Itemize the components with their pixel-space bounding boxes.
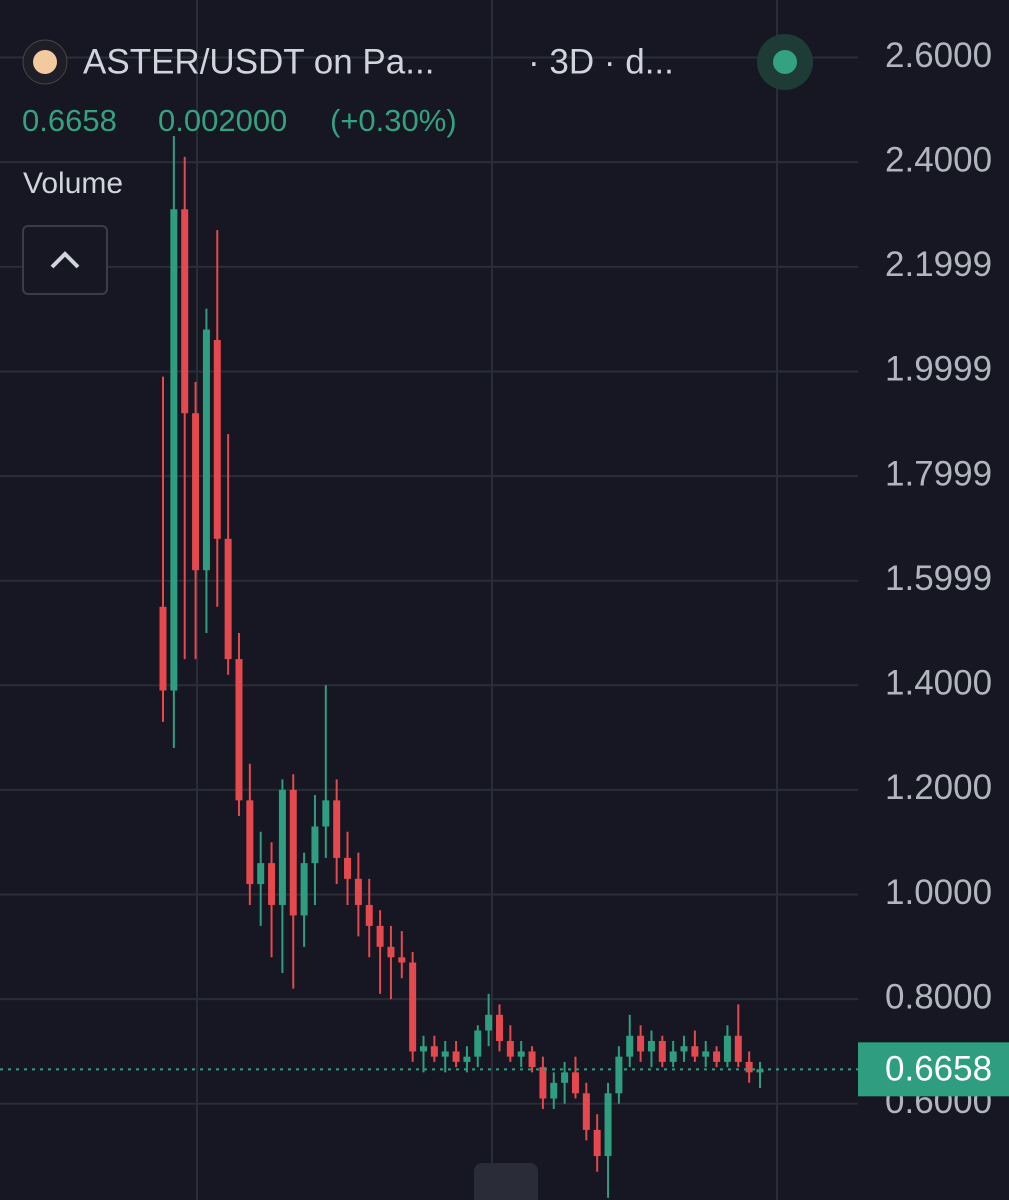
candle-body [702,1051,710,1057]
last-price: 0.6658 [22,103,117,138]
candle-body [474,1030,482,1057]
candle-body [181,209,189,414]
y-tick-label: 1.0000 [885,873,992,912]
candle-body [528,1051,536,1068]
y-tick-label: 1.5999 [885,559,992,598]
candle-body [235,659,243,801]
current-price-box [858,1042,1009,1097]
change: 0.002000 [158,103,287,138]
candle-body [278,789,286,905]
candle-body [637,1035,645,1052]
candle-body [723,1035,731,1062]
candle-body [745,1061,753,1073]
chevron-icon [50,251,80,269]
candle-body [289,789,297,916]
candle-body [734,1035,742,1062]
candle-body [376,925,384,947]
candle-body [593,1129,601,1157]
grid [0,0,858,1200]
y-tick-label: 1.7999 [885,454,992,493]
interval: · 3D · d... [528,42,674,81]
candle-body [669,1051,677,1062]
candle-body [322,800,330,827]
candle-body [311,826,319,864]
candle-body [246,800,254,885]
header: ASTER/USDT on Pa... · 3D · d... 0.6658 0… [22,34,813,1200]
candle-body [365,904,373,926]
collapse-button[interactable] [22,225,108,295]
candle-body [463,1056,471,1062]
candle-body [170,209,178,691]
candle-body [387,946,395,958]
candle-body [420,1046,428,1052]
volume-label: Volume [23,167,123,200]
change-pct: (+0.30%) [330,103,457,138]
candle-body [300,863,308,916]
candle-body [441,1051,449,1057]
candle-body [202,329,210,571]
candle-body [344,857,352,879]
candle-body [647,1040,655,1052]
candle-body [409,962,417,1052]
candle-body [506,1040,514,1057]
candle-body [333,800,341,858]
candle-body [430,1046,438,1057]
candle-body [398,957,406,963]
plot [159,136,764,1198]
candle-body [539,1067,547,1099]
candle-body [224,538,232,660]
y-tick-label: 2.6000 [885,36,992,75]
candle-body [192,413,200,571]
reset-button[interactable] [474,1163,538,1200]
candle-body [561,1072,569,1083]
status-dot [773,50,797,74]
y-tick-label: 1.9999 [885,350,992,389]
candle-body [550,1082,558,1099]
y-tick-label: 2.1999 [885,245,992,284]
candle-body [615,1056,623,1094]
candle-body [159,606,167,691]
candle-body [691,1046,699,1057]
candle-body [257,863,265,885]
candle-body [604,1093,612,1157]
y-tick-label: 1.2000 [885,768,992,807]
candle-body [658,1040,666,1062]
y-tick-label: 1.4000 [885,664,992,703]
y-tick-label: 0.8000 [885,977,992,1016]
candle-body [571,1072,579,1094]
candle-body [517,1051,525,1057]
candle-body [452,1051,460,1062]
candle-body [582,1093,590,1130]
candle-body [213,340,221,539]
candle-body [756,1069,764,1073]
candle-body [268,863,276,905]
candle-body [495,1014,503,1041]
candle-body [485,1014,493,1031]
logo-mark [33,50,57,74]
candle-body [354,878,362,905]
symbol-title: ASTER/USDT on Pa... [83,42,434,81]
candle-body [626,1035,634,1057]
y-tick-label: 2.4000 [885,140,992,179]
current-price-label: 0.6658 [885,1050,992,1089]
candle-body [680,1046,688,1052]
candle-body [713,1051,721,1062]
